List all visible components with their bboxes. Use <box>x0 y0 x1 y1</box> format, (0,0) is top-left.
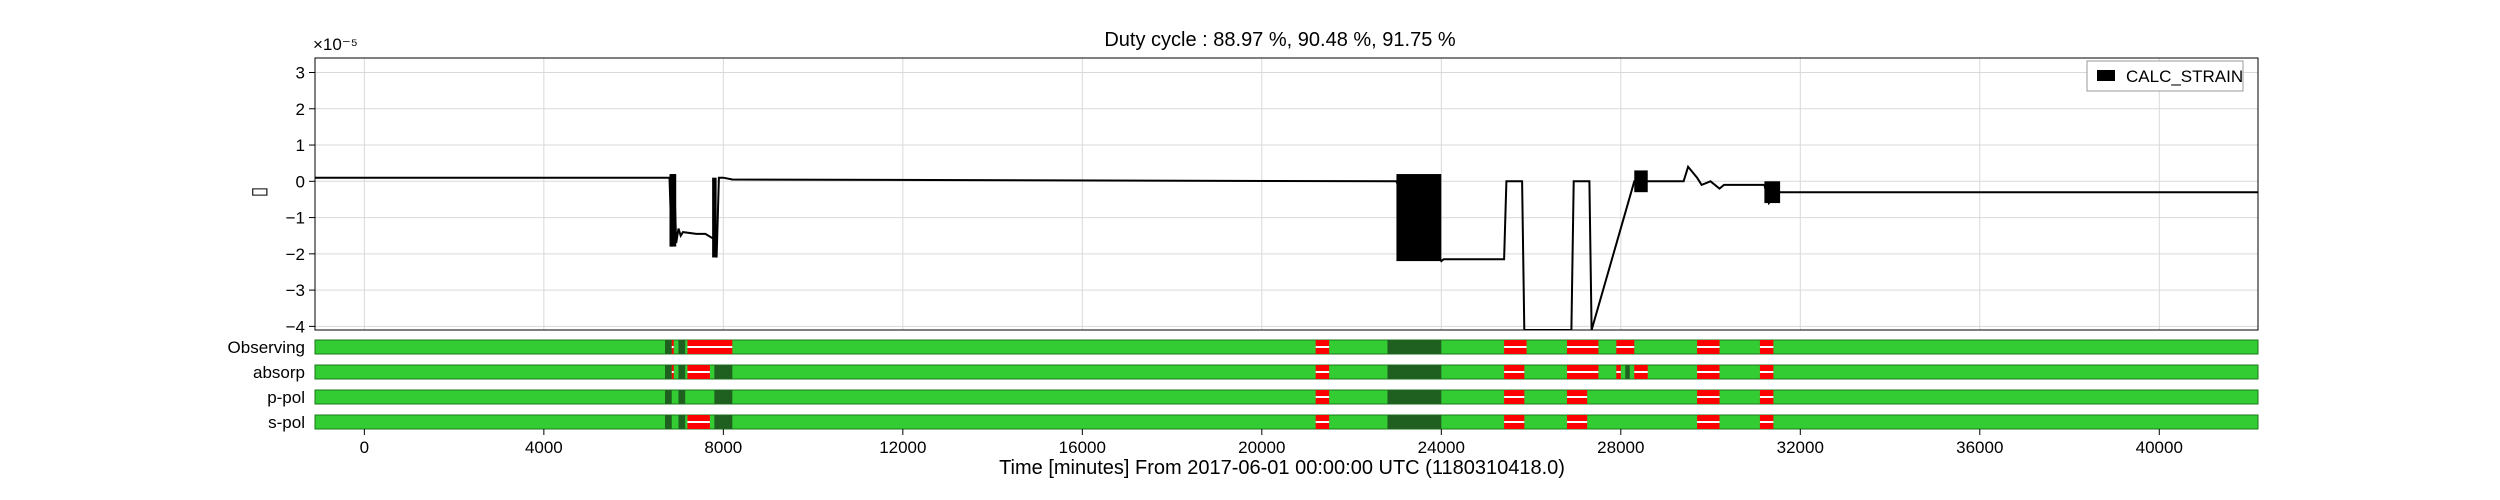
segment-dark <box>714 415 733 429</box>
x-tick-label: 20000 <box>1238 438 1285 457</box>
segment-dark <box>1387 390 1442 404</box>
segment-dark <box>678 340 686 354</box>
x-tick-label: 24000 <box>1418 438 1465 457</box>
segment-timeline: Observing absorp p-pol s-pol 0 4000 8000 12000 1… <box>228 338 2259 457</box>
segment-dark <box>678 365 686 379</box>
y-tick-label: −2 <box>286 245 305 264</box>
x-tick-label: 36000 <box>1956 438 2003 457</box>
segment-dark <box>1387 365 1442 379</box>
x-tick-label: 0 <box>360 438 369 457</box>
timeline-row-label: s-pol <box>268 413 305 432</box>
segment-dark <box>665 415 672 429</box>
segment-on <box>314 414 2259 430</box>
segment-on <box>314 364 2259 380</box>
segment-dark <box>714 390 733 404</box>
segment-on <box>314 389 2259 405</box>
timeline-row-p-pol: p-pol <box>267 388 2259 407</box>
y-tick-label: 1 <box>296 136 305 155</box>
legend-box <box>2086 60 2244 92</box>
legend-swatch-calc-strain <box>2097 70 2115 81</box>
y-tick-label: 3 <box>296 64 305 83</box>
x-tick-label: 32000 <box>1777 438 1824 457</box>
x-axis-label: Time [minutes] From 2017-06-01 00:00:00 … <box>999 457 1565 479</box>
x-tick-label: 40000 <box>2136 438 2183 457</box>
y-tick-label: 0 <box>296 172 305 191</box>
x-tick-label: 8000 <box>704 438 742 457</box>
y-tick-label: −3 <box>286 281 305 300</box>
timeline-row-label: absorp <box>253 363 305 382</box>
segment-dark <box>665 390 672 404</box>
dense-signal-band <box>712 177 717 258</box>
timeline-row-label: p-pol <box>267 388 305 407</box>
legend-entry-calc-strain: CALC_STRAIN <box>2126 67 2243 86</box>
segment-dark <box>1387 340 1442 354</box>
segment-dark <box>678 390 686 404</box>
strain-plot-area: 3 2 1 0 −1 −2 −3 −4 <box>286 57 2259 336</box>
timeline-row-s-pol: s-pol <box>268 413 2259 432</box>
segment-dark <box>665 365 672 379</box>
x-tick-label: 4000 <box>525 438 563 457</box>
x-tick-label: 16000 <box>1059 438 1106 457</box>
segment-dark <box>714 365 733 379</box>
y-tick-label: −4 <box>286 317 305 336</box>
timeline-row-observing: Observing <box>228 338 2259 357</box>
series-line-calc-strain <box>315 164 2258 330</box>
segment-dark <box>678 415 686 429</box>
segment-on <box>314 339 2259 355</box>
segment-dark <box>665 340 672 354</box>
y-tick-label: −1 <box>286 209 305 228</box>
plot-frame <box>314 57 2259 331</box>
segment-dark <box>1625 365 1630 379</box>
x-tick-label: 12000 <box>879 438 926 457</box>
segment-dark <box>1387 415 1442 429</box>
chart-title: Duty cycle : 88.97 %, 90.48 %, 91.75 % <box>1104 29 1456 51</box>
timeline-row-absorp: absorp <box>253 363 2259 382</box>
y-tick-label: 2 <box>296 100 305 119</box>
x-tick-label: 28000 <box>1597 438 1644 457</box>
timeline-row-label: Observing <box>228 338 305 357</box>
legend: CALC_STRAIN <box>2086 60 2244 92</box>
y-axis-label: ▯ <box>248 186 270 197</box>
y-exponent-label: ×10⁻⁵ <box>313 35 358 54</box>
